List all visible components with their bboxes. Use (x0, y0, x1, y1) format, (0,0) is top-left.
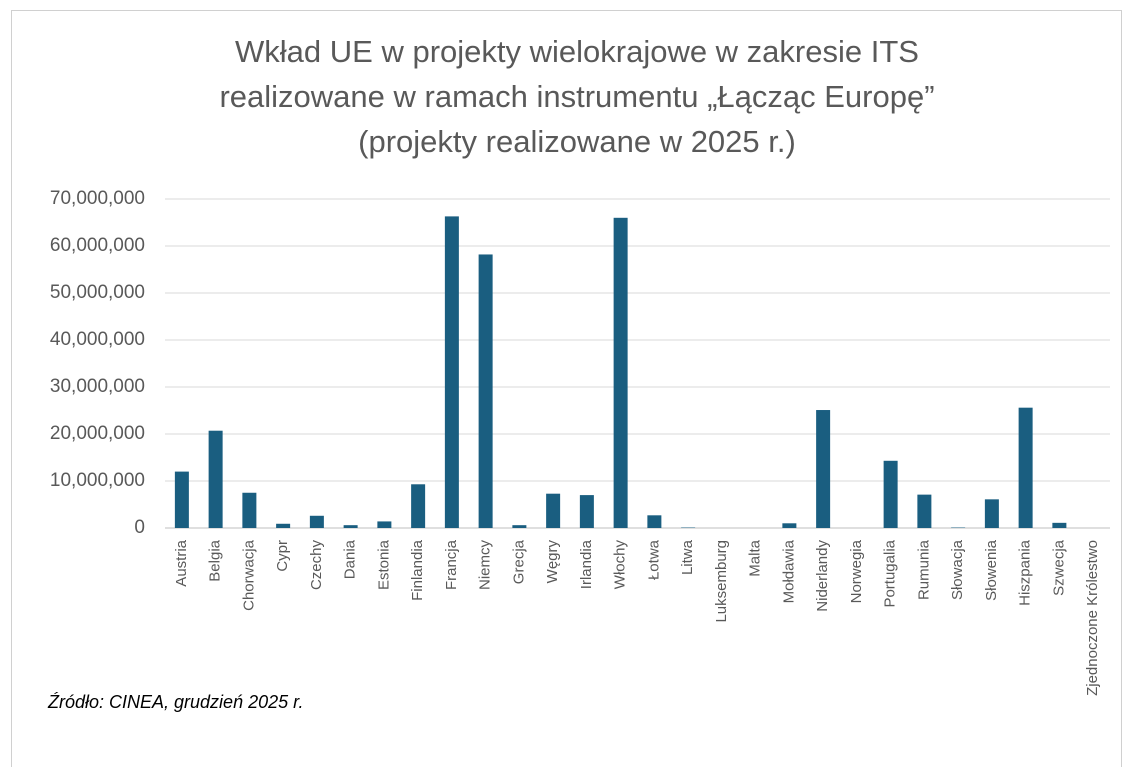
x-tick-label: Malta (747, 539, 764, 576)
x-tick-label: Cypr (274, 540, 291, 572)
bar (647, 515, 662, 528)
x-tick-label: Litwa (679, 539, 696, 575)
x-tick-label: Niderlandy (814, 540, 831, 612)
x-tick-label: Włochy (612, 540, 629, 590)
bar (546, 493, 561, 528)
x-tick-label: Irlandia (578, 539, 595, 589)
source-note: Źródło: CINEA, grudzień 2025 r. (47, 692, 303, 712)
x-tick-label: Słowacja (949, 539, 966, 600)
chart-title: (projekty realizowane w 2025 r.) (358, 124, 796, 159)
x-tick-label: Węgry (544, 540, 561, 584)
bar (1052, 522, 1067, 528)
x-tick-label: Estonia (375, 539, 392, 590)
bar (917, 494, 932, 528)
y-tick-label: 60,000,000 (50, 235, 145, 256)
x-tick-label: Zjednoczone Królestwo (1084, 540, 1101, 696)
chart-title: Wkład UE w projekty wielokrajowe w zakre… (235, 34, 919, 69)
bar (782, 523, 797, 528)
x-tick-label: Słowenia (983, 539, 1000, 601)
x-tick-label: Austria (173, 539, 190, 586)
x-tick-label: Francja (443, 539, 460, 590)
y-tick-label: 30,000,000 (50, 376, 145, 397)
x-tick-label: Finlandia (409, 539, 426, 601)
x-tick-label: Belgia (207, 539, 224, 581)
y-tick-label: 50,000,000 (50, 282, 145, 303)
bar (411, 484, 426, 528)
x-tick-label: Mołdawia (780, 539, 797, 603)
bar (276, 523, 291, 528)
bar (1018, 407, 1033, 528)
bar (883, 460, 898, 528)
x-tick-label: Portugalia (882, 539, 899, 607)
bar (444, 216, 459, 528)
x-tick-label: Chorwacja (240, 539, 257, 611)
bar (613, 217, 628, 529)
bar (984, 499, 999, 528)
y-tick-label: 20,000,000 (50, 423, 145, 444)
bar (309, 515, 324, 528)
bar (343, 525, 358, 528)
x-tick-label: Norwegia (848, 539, 865, 603)
bar (208, 430, 223, 528)
x-tick-label: Rumunia (915, 539, 932, 600)
y-tick-label: 10,000,000 (50, 470, 145, 491)
bar (478, 254, 493, 528)
y-tick-label: 40,000,000 (50, 329, 145, 350)
y-tick-label: 0 (134, 517, 145, 538)
x-tick-label: Dania (342, 539, 359, 579)
x-tick-label: Szwecja (1050, 539, 1067, 596)
bar (174, 471, 189, 528)
bar (377, 521, 392, 528)
x-tick-label: Hiszpania (1017, 539, 1034, 606)
bar (579, 495, 594, 528)
x-tick-label: Luksemburg (713, 540, 730, 623)
bar (242, 492, 257, 528)
chart-title: realizowane w ramach instrumentu „Łącząc… (219, 79, 934, 114)
bar (816, 410, 831, 528)
bar (512, 525, 527, 528)
chart-frame (11, 10, 1122, 767)
x-tick-label: Grecja (510, 539, 527, 584)
x-tick-label: Czechy (308, 540, 325, 591)
y-tick-label: 70,000,000 (50, 188, 145, 209)
x-tick-label: Łotwa (645, 539, 662, 580)
x-tick-label: Niemcy (477, 540, 494, 591)
